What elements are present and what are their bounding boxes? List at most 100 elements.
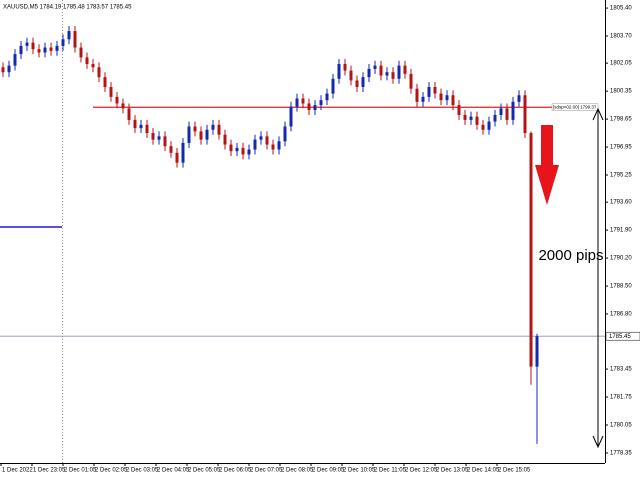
- candle-body: [157, 136, 161, 140]
- x-tick-label: 1 Dec 2022: [2, 468, 33, 474]
- candle-body: [373, 65, 377, 69]
- candle-body: [1, 67, 5, 73]
- candle-body: [31, 42, 35, 50]
- resistance-label: [sdsp>02.00] 1799.37: [553, 104, 597, 109]
- x-tick-label: 2 Dec 13:05: [436, 468, 469, 474]
- candle-body: [145, 124, 149, 134]
- candle-body: [217, 124, 221, 135]
- range-head-top: [592, 107, 604, 121]
- candle-body: [331, 78, 335, 94]
- x-tick-label: 2 Dec 14:05: [467, 468, 500, 474]
- candle-body: [469, 116, 473, 120]
- candle-body: [241, 147, 245, 155]
- candle-body: [529, 133, 533, 367]
- candle-body: [379, 65, 383, 76]
- y-tick-label: 1795.25: [610, 173, 632, 179]
- current-price-label: 1785.45: [609, 334, 631, 340]
- candle-body: [343, 63, 347, 71]
- y-tick-label: 1786.80: [610, 312, 632, 318]
- candle-body: [475, 116, 479, 125]
- candle-body: [289, 106, 293, 127]
- x-tick-label: 2 Dec 07:05: [250, 468, 283, 474]
- candle-body: [295, 98, 299, 107]
- candle-body: [361, 77, 365, 88]
- candle-body: [235, 147, 239, 152]
- y-tick-label: 1791.90: [610, 228, 632, 234]
- x-tick-label: 2 Dec 15:05: [498, 468, 531, 474]
- candle-body: [439, 93, 443, 101]
- candle-body: [367, 68, 371, 78]
- y-tick-label: 1790.20: [610, 256, 632, 262]
- candle-body: [535, 336, 539, 367]
- candle-body: [487, 121, 491, 130]
- candle-body: [481, 124, 485, 130]
- candle-body: [283, 126, 287, 142]
- candle-body: [253, 139, 257, 150]
- x-tick-label: 2 Dec 12:05: [405, 468, 438, 474]
- candle-body: [493, 114, 497, 122]
- candle-body: [25, 42, 29, 46]
- chart-title: XAUUSD,M5 1784.19 1785.48 1783.57 1785.4…: [3, 5, 132, 11]
- candle-body: [151, 133, 155, 140]
- candle-body: [169, 146, 173, 153]
- candle-body: [103, 77, 107, 88]
- candle-body: [517, 95, 521, 102]
- x-tick-label: 2 Dec 11:05: [374, 468, 407, 474]
- range-head-bottom: [592, 435, 604, 449]
- candle-body: [415, 88, 419, 102]
- candle-body: [43, 47, 47, 53]
- y-tick-label: 1778.35: [610, 451, 632, 457]
- y-tick-label: 1796.95: [610, 145, 632, 151]
- candle-body: [7, 65, 11, 73]
- candle-body: [337, 63, 341, 79]
- candle-body: [55, 45, 59, 51]
- y-tick-label: 1788.50: [610, 284, 632, 290]
- x-tick-label: 2 Dec 02:05: [95, 468, 128, 474]
- candle-body: [265, 136, 269, 145]
- candle-body: [79, 47, 83, 58]
- candle-body: [181, 142, 185, 163]
- candle-body: [433, 87, 437, 94]
- candle-body: [211, 124, 215, 130]
- candle-body: [445, 95, 449, 101]
- pips-annotation: 2000 pips: [538, 247, 603, 264]
- candle-body: [121, 103, 125, 109]
- candle-body: [67, 31, 71, 40]
- candle-body: [61, 39, 65, 46]
- candle-body: [19, 45, 23, 55]
- y-tick-label: 1798.65: [610, 117, 632, 123]
- candle-body: [313, 105, 317, 111]
- candle-body: [505, 108, 509, 120]
- range-arrow: [592, 107, 604, 449]
- candle-body: [199, 131, 203, 140]
- candle-body: [463, 114, 467, 120]
- candle-body: [319, 100, 323, 106]
- candle-body: [271, 144, 275, 150]
- candle-body: [139, 124, 143, 129]
- x-tick-label: 2 Dec 06:05: [219, 468, 252, 474]
- y-tick-label: 1780.05: [610, 423, 632, 429]
- candle-body: [115, 96, 119, 104]
- down-arrow: [535, 125, 559, 205]
- plot: 1805.40 1803.70 1802.05 1800.35 1798.65 1796.…: [0, 6, 640, 474]
- arrow-shaft: [541, 125, 553, 167]
- y-tick-label: 1805.40: [610, 6, 632, 12]
- candle-body: [403, 65, 407, 74]
- candle-body: [499, 108, 503, 115]
- candle-body: [205, 129, 209, 140]
- candle-body: [175, 152, 179, 163]
- candle-body: [247, 149, 251, 155]
- arrow-head: [535, 165, 559, 205]
- candle-body: [457, 105, 461, 115]
- candle-body: [187, 126, 191, 143]
- x-tick-label: 2 Dec 08:05: [281, 468, 314, 474]
- y-tick-label: 1800.35: [610, 89, 632, 95]
- y-tick-label: 1781.75: [610, 395, 632, 401]
- x-tick-label: 2 Dec 09:05: [312, 468, 345, 474]
- x-tick-label: 2 Dec 01:05: [64, 468, 97, 474]
- candle-body: [229, 144, 233, 152]
- candle-body: [421, 96, 425, 102]
- candle-body: [391, 72, 395, 79]
- candle-body: [523, 95, 527, 134]
